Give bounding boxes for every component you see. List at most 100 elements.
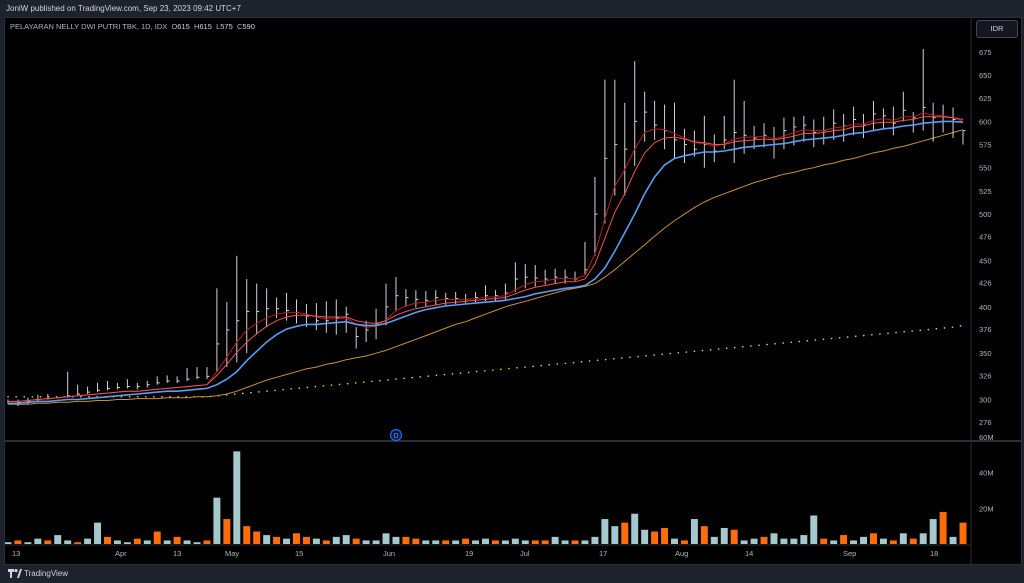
volume-bar (273, 536, 281, 544)
volume-bar (949, 536, 957, 544)
time-tick-label: 19 (465, 549, 473, 558)
volume-bar (959, 522, 967, 544)
price-tick-label: 600 (979, 117, 992, 126)
ma-dotted-line (7, 324, 964, 398)
volume-bar (770, 533, 778, 544)
time-tick-label: 15 (295, 549, 303, 558)
chart-svg[interactable]: 7006756506256005755505255004764504264003… (4, 18, 1021, 564)
chart-area[interactable]: 7006756506256005755505255004764504264003… (4, 17, 1022, 565)
price-tick-label: 675 (979, 48, 992, 57)
volume-bar (322, 540, 330, 544)
time-tick-label: May (225, 549, 239, 558)
high-value: 615 (199, 22, 212, 31)
volume-bar (869, 533, 877, 544)
price-axis[interactable]: 7006756506256005755505255004764504264003… (979, 25, 992, 427)
volume-bar (899, 533, 907, 544)
volume-bar (760, 536, 768, 544)
volume-bar (243, 526, 251, 544)
ma-mid-series (8, 116, 964, 402)
low-label: L (216, 22, 221, 31)
publisher-line: JoniW published on TradingView.com, Sep … (6, 4, 241, 13)
volume-bar (382, 533, 390, 544)
time-tick-label: Jun (383, 549, 395, 558)
volume-bar (392, 536, 400, 544)
volume-bar (561, 540, 569, 544)
volume-bar (332, 536, 340, 544)
volume-bar (412, 538, 420, 544)
volume-bar (601, 519, 609, 544)
symbol-title: PELAYARAN NELLY DWI PUTRI TBK, 1D, IDX (10, 22, 168, 31)
volume-bar (213, 497, 221, 544)
price-tick-label: 575 (979, 141, 992, 150)
volume-bar (879, 538, 887, 544)
ma-blue-series (8, 120, 964, 405)
ohlc-bars (7, 49, 966, 407)
volume-bar (193, 542, 201, 544)
time-axis[interactable]: 13 Apr 13 May 15 Jun 19 Jul 17 Aug 14 Sep 18 (12, 549, 938, 558)
ma-fast-series (8, 112, 964, 402)
volume-bar (700, 526, 708, 544)
currency-button[interactable]: IDR (976, 20, 1018, 38)
symbol-legend: PELAYARAN NELLY DWI PUTRI TBK, 1D, IDX O… (10, 22, 255, 31)
volume-bar (810, 515, 818, 544)
time-tick-label: Sep (843, 549, 856, 558)
ma-blue-line (8, 120, 964, 405)
publisher-header: JoniW published on TradingView.com, Sep … (0, 0, 1024, 17)
volume-bar (203, 540, 211, 544)
volume-bar (472, 540, 480, 544)
volume-bar (661, 527, 669, 544)
price-tick-label: 550 (979, 164, 992, 173)
dividend-marker-circle (389, 428, 403, 442)
volume-bar (482, 538, 489, 544)
volume-bar (491, 540, 499, 544)
volume-bar (24, 542, 32, 544)
volume-bar (720, 527, 728, 544)
volume-bar (710, 536, 718, 544)
volume-bar (790, 538, 798, 544)
time-tick-label: 14 (745, 549, 753, 558)
volume-bar (432, 540, 440, 544)
volume-bar (680, 540, 688, 544)
volume-tick-label: 60M (979, 433, 994, 442)
volume-bar (889, 540, 897, 544)
dividend-marker[interactable]: D (389, 428, 403, 442)
volume-bar (690, 519, 698, 544)
volume-bar (103, 536, 111, 544)
volume-bar (850, 540, 858, 544)
time-tick-label: Aug (675, 549, 688, 558)
volume-bar (611, 526, 619, 544)
volume-bar (372, 540, 380, 544)
volume-bar (750, 538, 758, 544)
ma-fast-line (8, 112, 964, 402)
tradingview-brand: TradingView (24, 569, 69, 578)
ma-mid-line (8, 116, 964, 402)
price-tick-label: 525 (979, 187, 992, 196)
volume-bar (34, 538, 42, 544)
price-tick-label: 300 (979, 396, 992, 405)
volume-bar (462, 538, 470, 544)
time-tick-label: 18 (930, 549, 938, 558)
ma-slow-line (8, 129, 964, 405)
volume-bar (84, 538, 92, 544)
time-tick-label: 13 (12, 549, 20, 558)
volume-bar (352, 538, 360, 544)
volume-bar (909, 538, 917, 544)
open-value: 615 (177, 22, 190, 31)
volume-bar (820, 538, 828, 544)
volume-bar (800, 535, 808, 544)
volume-bar (671, 538, 678, 544)
volume-bar (74, 542, 82, 544)
price-tick-label: 326 (979, 371, 992, 380)
close-label: C (236, 22, 243, 31)
volume-bar (651, 531, 659, 544)
volume-axis: 60M 40M 20M (979, 433, 994, 513)
volume-bar (730, 529, 738, 544)
time-tick-label: 17 (599, 549, 607, 558)
volume-bar (54, 535, 62, 544)
close-value: 590 (242, 22, 255, 31)
volume-bar (163, 540, 171, 544)
price-tick-label: 650 (979, 71, 992, 80)
volume-bar (501, 540, 509, 544)
volume-bar (541, 540, 549, 544)
volume-bar (342, 535, 350, 544)
